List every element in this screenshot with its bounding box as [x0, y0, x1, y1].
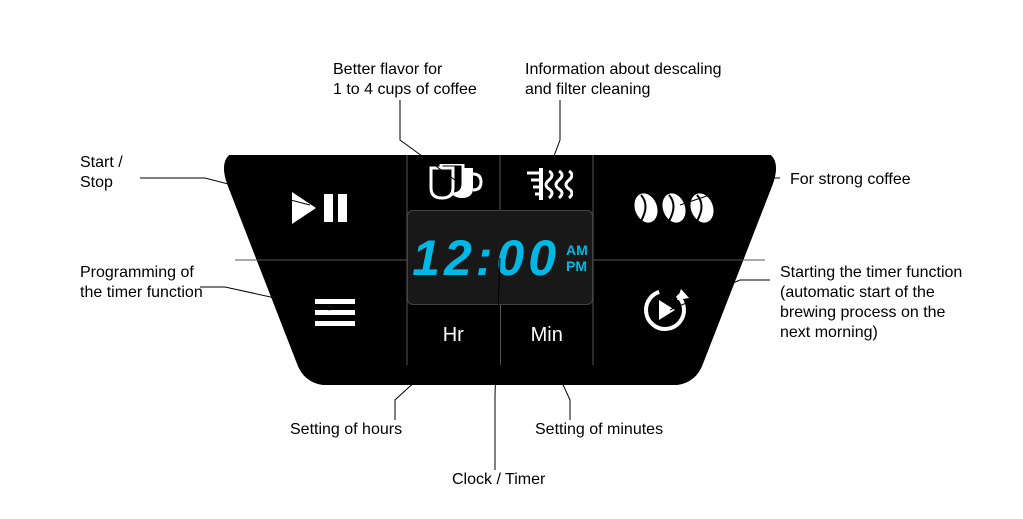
min-label: Min — [531, 324, 563, 347]
callout-clock: Clock / Timer — [452, 470, 545, 490]
menu-icon — [315, 299, 355, 327]
descaling-button[interactable] — [508, 163, 588, 205]
hr-label: Hr — [443, 324, 464, 347]
beans-icon — [634, 191, 716, 225]
am-label: AM — [566, 242, 588, 258]
minutes-button[interactable]: Min — [501, 305, 594, 365]
program-button[interactable] — [295, 285, 375, 340]
clock-display: 12:00 AM PM — [407, 210, 593, 305]
callout-hours: Setting of hours — [290, 420, 402, 440]
play-pause-icon — [290, 190, 350, 226]
callout-timer-start: Starting the timer function (automatic s… — [780, 263, 962, 343]
hours-button[interactable]: Hr — [407, 305, 501, 365]
callout-programming: Programming of the timer function — [80, 263, 203, 303]
callout-strong: For strong coffee — [790, 170, 911, 190]
cups-icon — [427, 164, 483, 204]
timer-start-button[interactable] — [625, 280, 705, 340]
callout-start-stop: Start / Stop — [80, 153, 123, 193]
callout-minutes: Setting of minutes — [535, 420, 663, 440]
callout-descaling: Information about descaling and filter c… — [525, 60, 722, 100]
timer-start-icon — [641, 286, 689, 334]
start-stop-button[interactable] — [270, 180, 370, 235]
steam-icon — [523, 166, 573, 202]
cups-button[interactable] — [415, 163, 495, 205]
strong-coffee-button[interactable] — [620, 180, 730, 235]
clock-time: 12:00 — [412, 229, 560, 287]
control-panel: 12:00 AM PM Hr Min — [220, 155, 780, 385]
callout-flavor: Better flavor for 1 to 4 cups of coffee — [333, 60, 477, 100]
pm-label: PM — [566, 258, 588, 274]
